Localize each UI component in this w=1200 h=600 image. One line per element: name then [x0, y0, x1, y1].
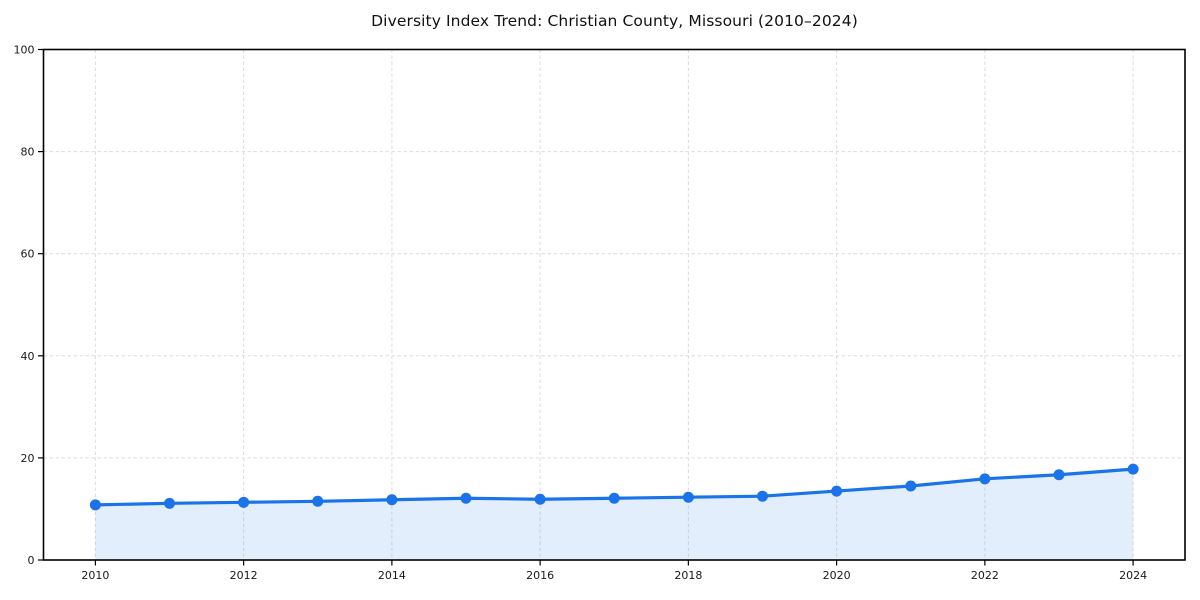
y-tick-label: 20	[21, 452, 35, 465]
data-point-2021	[905, 480, 917, 492]
x-tick-label: 2016	[526, 569, 554, 582]
data-point-2023	[1053, 469, 1065, 481]
data-point-2022	[979, 473, 991, 485]
y-tick-label: 60	[21, 248, 35, 261]
data-point-2019	[756, 490, 768, 502]
x-tick-label: 2020	[823, 569, 851, 582]
data-point-2011	[164, 497, 176, 509]
plot-border	[42, 48, 1186, 561]
data-point-2014	[386, 494, 398, 506]
data-point-2020	[831, 485, 843, 497]
data-point-2018	[682, 491, 694, 503]
x-tick-label: 2022	[971, 569, 999, 582]
data-point-2013	[312, 495, 324, 507]
data-point-2015	[460, 492, 472, 504]
x-tick-label: 2010	[81, 569, 109, 582]
y-tick-label: 0	[28, 554, 35, 567]
data-point-2012	[238, 496, 250, 508]
y-tick-label: 40	[21, 350, 35, 363]
data-point-2024	[1127, 463, 1139, 475]
x-tick-label: 2014	[378, 569, 406, 582]
data-point-2016	[534, 493, 546, 505]
data-point-2010	[89, 499, 101, 511]
y-tick-label: 80	[21, 146, 35, 159]
area-fill	[95, 469, 1134, 560]
x-tick-label: 2018	[674, 569, 702, 582]
y-tick-label: 100	[14, 44, 35, 57]
x-tick-label: 2012	[230, 569, 258, 582]
chart-title: Diversity Index Trend: Christian County,…	[371, 12, 858, 30]
data-point-2017	[608, 492, 620, 504]
x-tick-label: 2024	[1119, 569, 1147, 582]
